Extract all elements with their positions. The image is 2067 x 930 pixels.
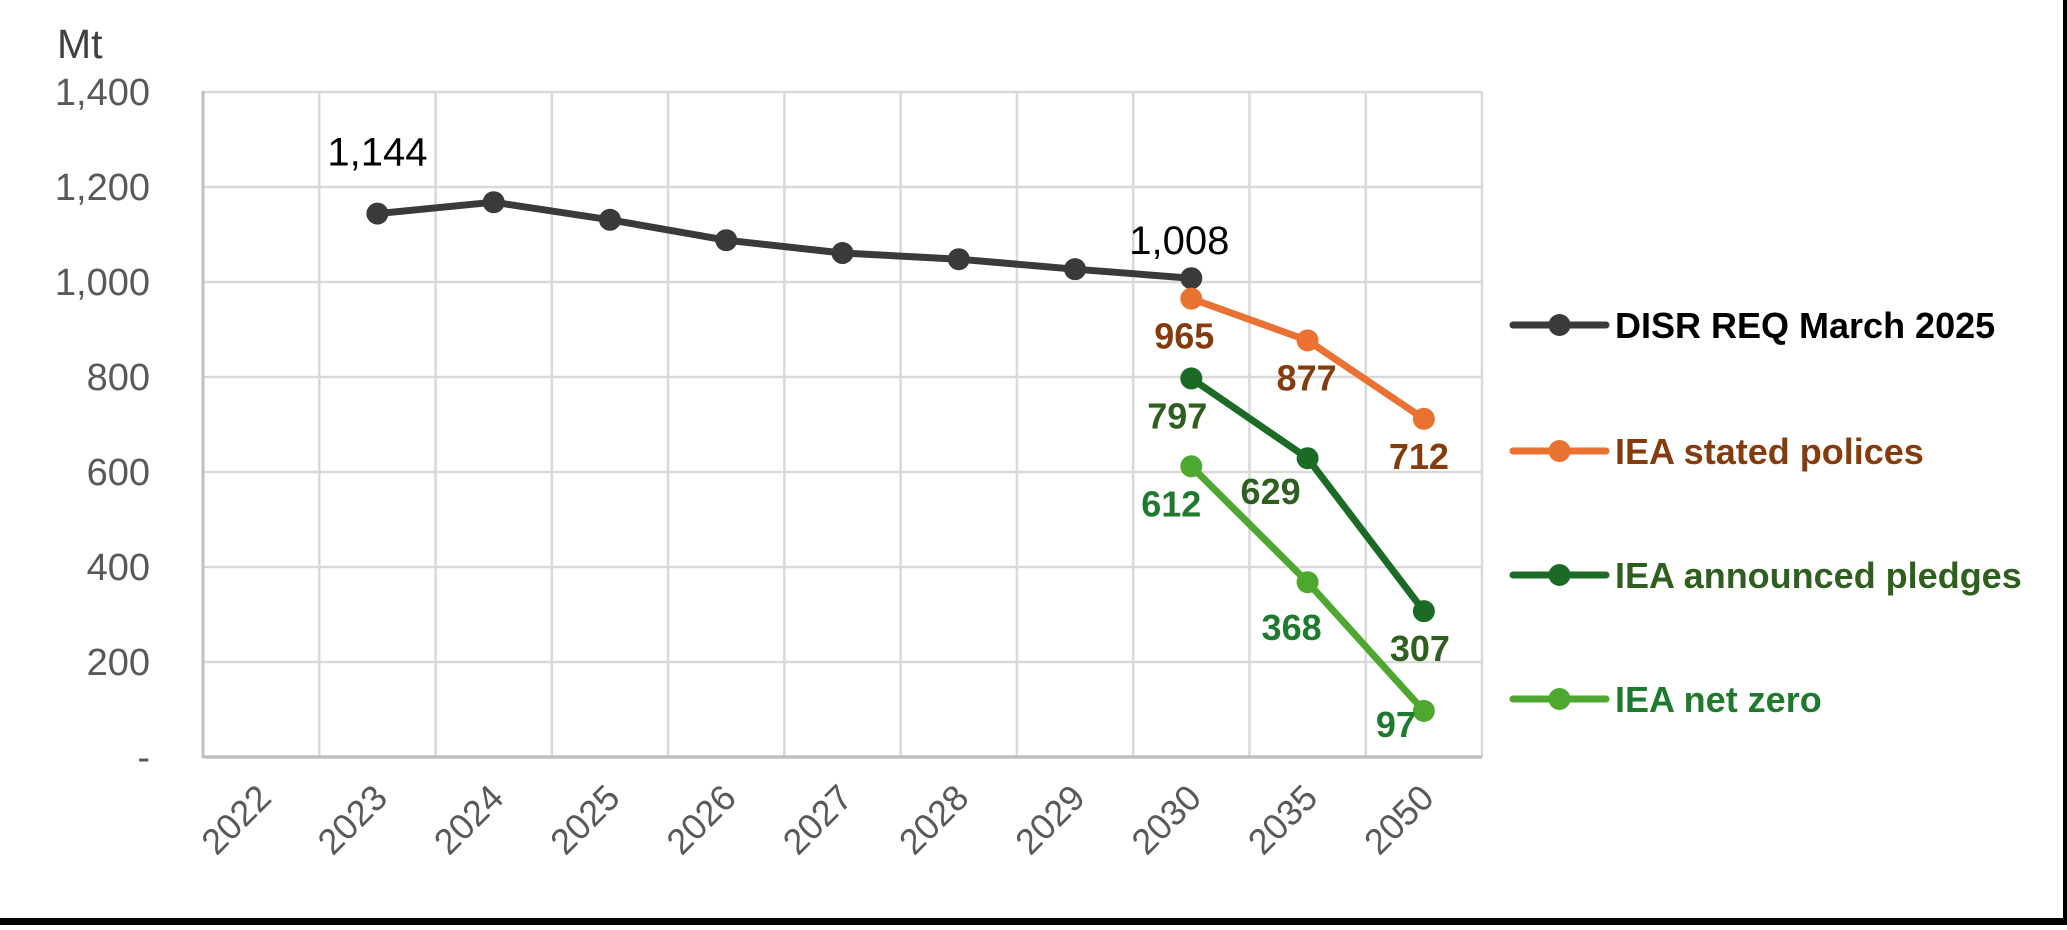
y-tick-label: 200 <box>87 642 150 684</box>
data-label: 877 <box>1277 357 1337 398</box>
data-label: 1,008 <box>1129 219 1229 263</box>
data-point-marker[interactable] <box>1180 455 1203 478</box>
legend-label: IEA net zero <box>1615 679 1822 720</box>
data-label: 797 <box>1147 395 1207 436</box>
data-point-marker[interactable] <box>1412 407 1435 430</box>
axes <box>201 91 1482 759</box>
data-point-marker[interactable] <box>1412 699 1435 722</box>
data-label: 612 <box>1141 483 1201 524</box>
data-point-marker[interactable] <box>366 202 389 225</box>
legend-marker-icon <box>1548 440 1571 462</box>
legend-item[interactable]: DISR REQ March 2025 <box>1509 305 1995 346</box>
legend-label: IEA announced pledges <box>1615 555 2022 596</box>
x-tick-label: 2035 <box>1240 777 1326 863</box>
x-axis-tick-labels: 2022 2023 2024 2025 2026 2027 2028 2029 2030 2035… <box>193 777 1441 863</box>
y-tick-label: 400 <box>87 547 150 589</box>
x-tick-label: 2026 <box>658 777 744 863</box>
series-iea-net-zero <box>1180 455 1435 722</box>
y-tick-label: 1,000 <box>55 262 150 304</box>
data-point-marker[interactable] <box>598 208 621 231</box>
data-point-marker[interactable] <box>1180 287 1203 310</box>
data-label: 629 <box>1241 471 1301 512</box>
legend-marker-icon <box>1548 564 1571 586</box>
frame-border-bottom <box>0 918 2067 925</box>
data-point-marker[interactable] <box>831 242 854 265</box>
series-lines <box>366 191 1435 722</box>
y-tick-label: 1,400 <box>55 72 150 114</box>
series-line <box>377 198 1192 282</box>
data-point-marker[interactable] <box>1296 329 1319 352</box>
data-point-marker[interactable] <box>1180 267 1203 290</box>
legend-marker-icon <box>1548 688 1571 710</box>
x-tick-label: 2028 <box>891 777 977 863</box>
legend: DISR REQ March 2025 IEA stated polices IEA… <box>1509 305 2022 720</box>
data-label: 712 <box>1389 436 1449 477</box>
x-tick-label: 2025 <box>542 777 628 863</box>
data-point-marker[interactable] <box>1296 447 1319 470</box>
data-labels: 1,144 1,008 965 877 712 797 629 307 612 368 97 <box>327 131 1450 745</box>
y-axis-unit-label: Mt <box>57 21 103 67</box>
y-tick-label: 800 <box>87 357 150 399</box>
legend-item[interactable]: IEA announced pledges <box>1509 555 2022 596</box>
data-point-marker[interactable] <box>482 191 505 214</box>
legend-item[interactable]: IEA stated polices <box>1509 431 1924 472</box>
legend-label: DISR REQ March 2025 <box>1615 305 1995 346</box>
x-tick-label: 2023 <box>309 777 395 863</box>
y-tick-label: 1,200 <box>55 167 150 209</box>
series-disr-req-march-2025 <box>366 191 1203 290</box>
data-label: 965 <box>1154 316 1214 357</box>
data-label: 97 <box>1376 704 1416 745</box>
data-point-marker[interactable] <box>1412 600 1435 623</box>
data-point-marker[interactable] <box>1296 571 1319 594</box>
x-tick-label: 2022 <box>193 777 279 863</box>
series-iea-announced-pledges <box>1180 367 1435 623</box>
data-point-marker[interactable] <box>1180 367 1203 390</box>
data-point-marker[interactable] <box>947 248 970 271</box>
x-tick-label: 2024 <box>426 777 512 863</box>
x-tick-label: 2029 <box>1007 777 1093 863</box>
legend-label: IEA stated polices <box>1615 431 1924 472</box>
y-axis-tick-labels: - 200 400 600 800 1,000 1,200 1,400 <box>55 72 150 779</box>
x-tick-label: 2050 <box>1356 777 1442 863</box>
data-label: 368 <box>1262 607 1322 648</box>
x-tick-label: 2027 <box>775 777 861 863</box>
data-point-marker[interactable] <box>1064 258 1087 281</box>
frame-border-right <box>2063 0 2067 925</box>
series-iea-stated-polices <box>1180 287 1435 430</box>
legend-marker-icon <box>1548 314 1571 336</box>
gridlines <box>203 90 1484 757</box>
y-tick-label: - <box>137 737 150 779</box>
y-tick-label: 600 <box>87 452 150 494</box>
data-point-marker[interactable] <box>715 229 738 252</box>
data-label: 307 <box>1390 628 1450 669</box>
x-tick-label: 2030 <box>1123 777 1209 863</box>
legend-item[interactable]: IEA net zero <box>1509 679 1822 720</box>
data-label: 1,144 <box>327 131 427 175</box>
